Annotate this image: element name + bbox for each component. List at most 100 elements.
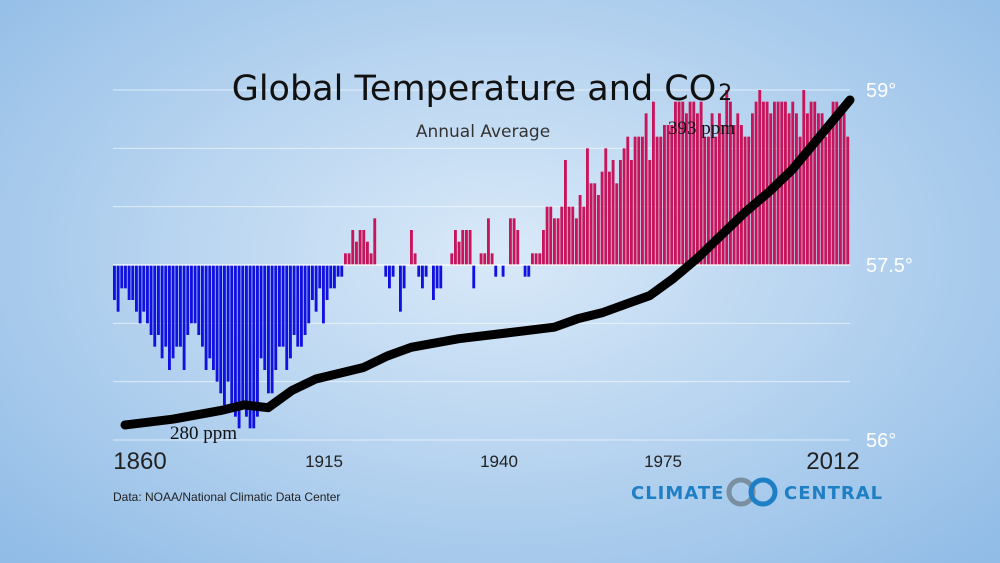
bar-1906 (333, 265, 336, 289)
bar-2007 (824, 136, 828, 265)
bar-1876 (190, 265, 193, 324)
temperature-bars (113, 90, 850, 429)
bar-1907 (340, 265, 344, 277)
bar-1990 (740, 125, 743, 265)
bar-1966 (626, 136, 630, 265)
bar-1917 (388, 265, 391, 289)
bar-2003 (802, 90, 806, 265)
bar-2008 (828, 125, 831, 265)
bar-1861 (116, 265, 120, 312)
bar-1979 (688, 101, 692, 265)
bar-1957 (578, 195, 582, 265)
bar-1969 (637, 136, 641, 265)
bar-1912 (362, 230, 366, 265)
bar-1865 (138, 265, 142, 324)
bar-1918 (391, 265, 395, 277)
bar-1868 (153, 265, 157, 347)
bar-1916 (384, 265, 388, 277)
x-tick-labels: 1860 1915 1940 1975 2012 (113, 448, 859, 475)
bar-1932 (461, 230, 465, 265)
bar-1908 (344, 253, 347, 265)
bar-1885 (234, 265, 237, 417)
bar-1877 (193, 265, 197, 324)
bar-2004 (809, 101, 813, 265)
x-tick-1975: 1975 (644, 452, 682, 471)
bar-1920 (402, 265, 406, 289)
bar-1925 (424, 265, 428, 277)
bar-1869 (157, 265, 160, 335)
bar-1914 (373, 218, 377, 265)
bar-1889 (252, 265, 256, 429)
bar-1955 (571, 206, 575, 265)
bar-1906 (336, 265, 340, 277)
bar-1909 (351, 230, 355, 265)
bar-1972 (652, 101, 655, 265)
bar-1919 (399, 265, 402, 312)
bar-1987 (725, 90, 729, 265)
bar-1986 (721, 125, 725, 265)
bar-1877 (197, 265, 201, 335)
bar-1951 (553, 218, 556, 265)
bar-1867 (146, 265, 149, 324)
bar-1967 (630, 160, 633, 265)
bar-1863 (127, 265, 131, 300)
bar-1941 (501, 265, 505, 277)
bar-1931 (454, 230, 457, 265)
bar-1980 (692, 101, 696, 265)
bar-1957 (582, 206, 586, 265)
bar-1954 (567, 206, 571, 265)
bar-1949 (542, 230, 545, 265)
bar-1961 (600, 171, 604, 265)
bar-1995 (765, 101, 769, 265)
bar-1991 (747, 136, 751, 265)
bar-1973 (659, 136, 663, 265)
bar-2012 (846, 136, 850, 265)
bar-1945 (523, 265, 527, 277)
bar-1938 (490, 253, 494, 265)
bar-1895 (281, 265, 285, 347)
bar-1977 (677, 101, 681, 265)
bar-1887 (241, 265, 245, 405)
bar-1910 (355, 241, 358, 265)
bar-1933 (465, 230, 468, 265)
logo-text-central: CENTRAL (784, 483, 883, 504)
bar-1901 (311, 265, 314, 300)
bar-1888 (248, 265, 252, 429)
x-tick-1940: 1940 (480, 452, 518, 471)
y-tick-0: 56° (866, 430, 896, 452)
bar-1875 (186, 265, 190, 335)
bar-1952 (556, 218, 560, 265)
bar-1934 (472, 265, 476, 289)
logo-rings-icon (726, 477, 778, 507)
bar-1989 (736, 113, 740, 265)
bar-2005 (813, 101, 817, 265)
bar-1964 (615, 183, 619, 265)
bar-2006 (817, 113, 820, 265)
bar-1909 (347, 253, 351, 265)
bar-1884 (226, 265, 230, 382)
bar-1947 (534, 253, 538, 265)
bar-1903 (318, 265, 322, 289)
bar-2007 (820, 113, 824, 265)
bar-1943 (512, 218, 516, 265)
bar-1900 (307, 265, 311, 324)
bar-1923 (417, 265, 421, 277)
bar-1926 (432, 265, 435, 300)
bar-1962 (604, 148, 608, 265)
bar-1988 (729, 101, 732, 265)
bar-1976 (674, 101, 677, 265)
bar-1892 (267, 265, 270, 394)
bar-2009 (831, 101, 835, 265)
bar-1992 (751, 113, 754, 265)
bar-1944 (516, 230, 520, 265)
bar-1963 (611, 160, 615, 265)
bar-1886 (237, 265, 241, 429)
bar-1871 (168, 265, 171, 370)
chart-title-subscript: 2 (718, 81, 732, 106)
bar-1890 (259, 265, 263, 359)
bar-1902 (314, 265, 318, 312)
bar-1927 (435, 265, 439, 289)
bar-1864 (131, 265, 135, 300)
bar-1937 (483, 253, 487, 265)
bar-2010 (839, 113, 842, 265)
